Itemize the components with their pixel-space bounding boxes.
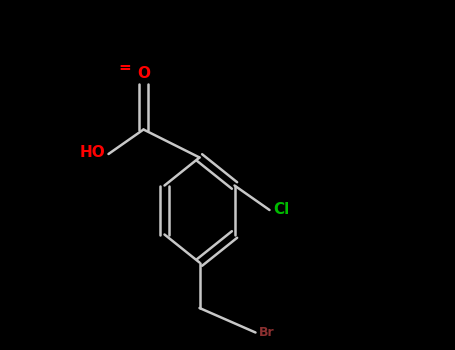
Text: =: =: [118, 60, 131, 75]
Text: Br: Br: [259, 326, 275, 339]
Text: Cl: Cl: [273, 203, 289, 217]
Text: O: O: [137, 65, 150, 80]
Text: HO: HO: [79, 145, 105, 160]
